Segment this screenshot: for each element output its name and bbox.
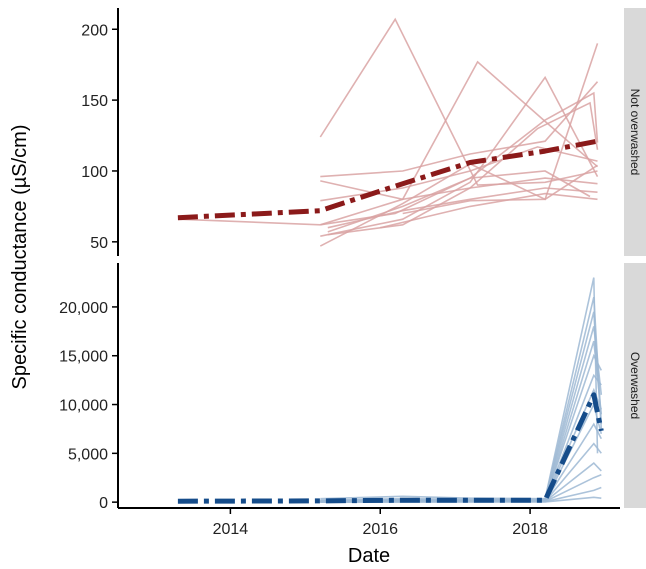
x-axis: 2014 2016 2018 xyxy=(118,507,620,538)
y-tick-label: 5,000 xyxy=(68,446,108,463)
series-line-site-2 xyxy=(319,17,598,186)
mean-trend-line xyxy=(177,138,598,221)
x-tick-label: 2018 xyxy=(512,521,548,538)
y-tick-label: 50 xyxy=(90,235,108,252)
series-line-site-10 xyxy=(380,192,598,229)
mean-trend-line xyxy=(177,392,604,504)
y-tick-label: 20,000 xyxy=(59,300,108,317)
y-tick-label: 10,000 xyxy=(59,398,108,415)
x-tick-label: 2014 xyxy=(213,521,249,538)
series-line-site-7 xyxy=(319,43,599,247)
y-tick-label: 15,000 xyxy=(59,349,108,366)
facet-strip xyxy=(624,8,646,256)
series-line-site-11 xyxy=(402,164,598,215)
panels-layer: 50 100 150 200 Not overwashed 0 5,000 10,000 15,… xyxy=(59,8,646,512)
y-tick-label: 100 xyxy=(81,164,108,181)
y-tick-label: 150 xyxy=(81,93,108,110)
series-line-site-14 xyxy=(327,170,591,233)
y-axis-title: Specific conductance (µS/cm) xyxy=(9,125,31,390)
series-line-site-13 xyxy=(320,91,599,226)
series-line-site-3 xyxy=(320,81,599,178)
series-line-site-1 xyxy=(177,218,321,226)
facet-strip-label: Not overwashed xyxy=(628,89,642,176)
x-tick-label: 2016 xyxy=(362,521,398,538)
y-tick-label: 0 xyxy=(99,495,108,512)
x-axis-title: Date xyxy=(348,545,390,567)
series-line-site-5 xyxy=(320,340,603,502)
y-tick-label: 200 xyxy=(81,22,108,39)
panel-2: 0 5,000 10,000 15,000 20,000 Overwashed xyxy=(59,263,646,512)
panel-1: 50 100 150 200 Not overwashed xyxy=(81,8,646,256)
facet-strip xyxy=(624,263,646,508)
series-line-site-5 xyxy=(320,60,599,226)
facet-strip-label: Overwashed xyxy=(628,352,642,419)
